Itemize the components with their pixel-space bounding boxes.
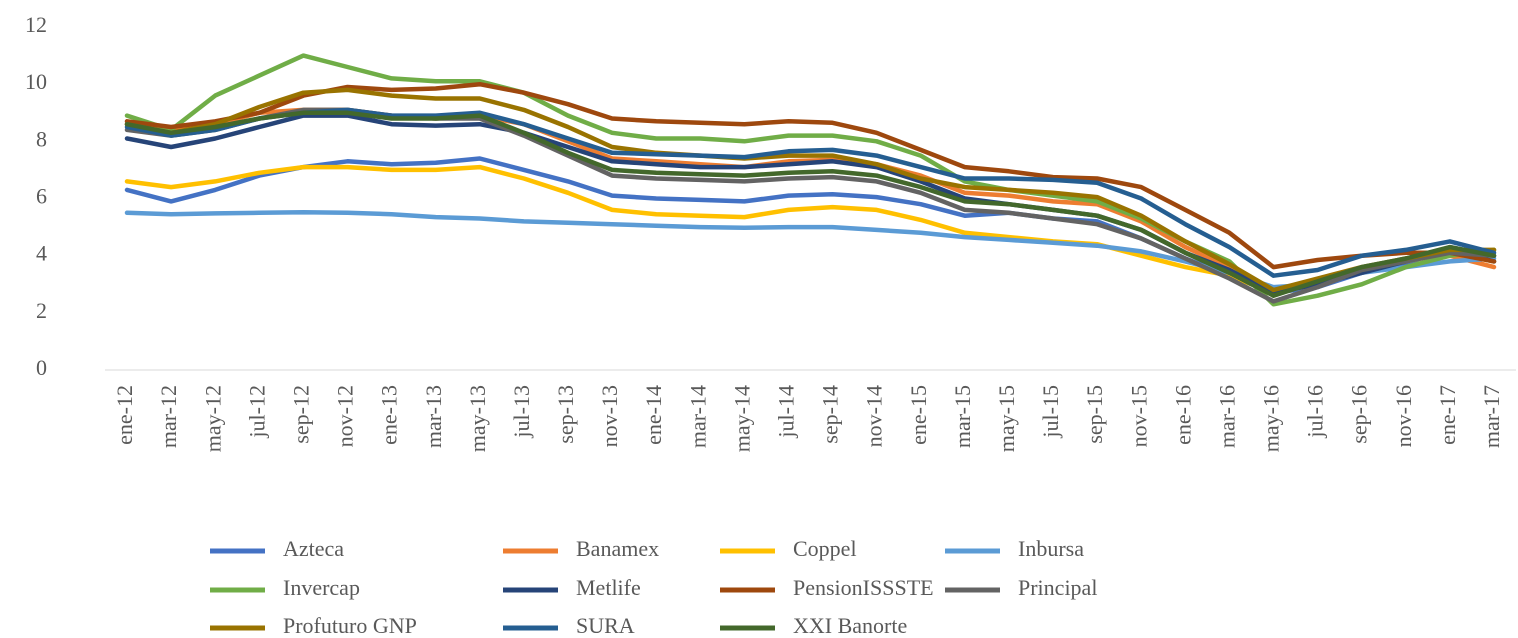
x-tick-label: jul-15 <box>1038 385 1063 439</box>
y-tick-label: 8 <box>36 126 47 151</box>
x-tick-label: mar-14 <box>685 385 710 448</box>
legend-label: Principal <box>1018 575 1097 600</box>
x-tick-label: ene-12 <box>112 385 137 445</box>
x-tick-label: may-14 <box>729 385 754 452</box>
y-tick-label: 6 <box>36 184 47 209</box>
legend-label: Profuturo GNP <box>283 613 417 638</box>
y-tick-label: 2 <box>36 298 47 323</box>
legend-label: Invercap <box>283 575 360 600</box>
x-tick-label: mar-15 <box>950 385 975 448</box>
series-line <box>124 113 1497 296</box>
x-tick-label: may-15 <box>994 385 1019 452</box>
legend-label: SURA <box>576 613 635 638</box>
legend-label: Inbursa <box>1018 536 1084 561</box>
legend-label: PensionISSSTE <box>793 575 934 600</box>
x-tick-label: may-12 <box>200 385 225 452</box>
legend-label: Metlife <box>576 575 641 600</box>
x-tick-label: nov-12 <box>333 385 358 447</box>
x-tick-label: may-13 <box>465 385 490 452</box>
legend-label: XXI Banorte <box>793 613 907 638</box>
x-tick-label: nov-16 <box>1391 385 1416 447</box>
x-tick-label: jul-12 <box>244 385 269 439</box>
x-tick-label: ene-13 <box>377 385 402 445</box>
x-tick-label: may-16 <box>1259 385 1284 452</box>
x-tick-label: mar-13 <box>421 385 446 448</box>
x-tick-label: mar-12 <box>156 385 181 448</box>
series-line <box>124 110 1497 298</box>
y-tick-label: 4 <box>36 241 47 266</box>
x-tick-label: ene-16 <box>1170 385 1195 445</box>
x-tick-label: nov-13 <box>597 385 622 447</box>
y-tick-label: 0 <box>36 355 47 380</box>
y-tick-label: 12 <box>25 12 47 37</box>
y-tick-label: 10 <box>25 69 47 94</box>
x-tick-label: sep-16 <box>1347 385 1372 444</box>
series-line <box>124 81 1497 270</box>
x-tick-label: ene-17 <box>1435 385 1460 445</box>
x-tick-label: jul-13 <box>509 385 534 439</box>
series-line <box>124 107 1497 278</box>
x-tick-label: jul-14 <box>774 385 799 439</box>
x-tick-label: sep-14 <box>818 385 843 444</box>
x-tick-label: nov-15 <box>1126 385 1151 447</box>
x-tick-label: ene-15 <box>906 385 931 445</box>
x-tick-label: mar-16 <box>1214 385 1239 448</box>
x-tick-label: sep-13 <box>553 385 578 444</box>
x-tick-label: ene-14 <box>641 385 666 445</box>
x-tick-label: sep-15 <box>1082 385 1107 444</box>
legend-label: Azteca <box>283 536 344 561</box>
x-tick-label: mar-17 <box>1479 385 1504 448</box>
legend-label: Banamex <box>576 536 659 561</box>
legend-label: Coppel <box>793 536 857 561</box>
x-tick-label: jul-16 <box>1303 385 1328 439</box>
x-tick-label: sep-12 <box>288 385 313 444</box>
series-line <box>124 87 1497 293</box>
x-tick-label: nov-14 <box>862 385 887 447</box>
